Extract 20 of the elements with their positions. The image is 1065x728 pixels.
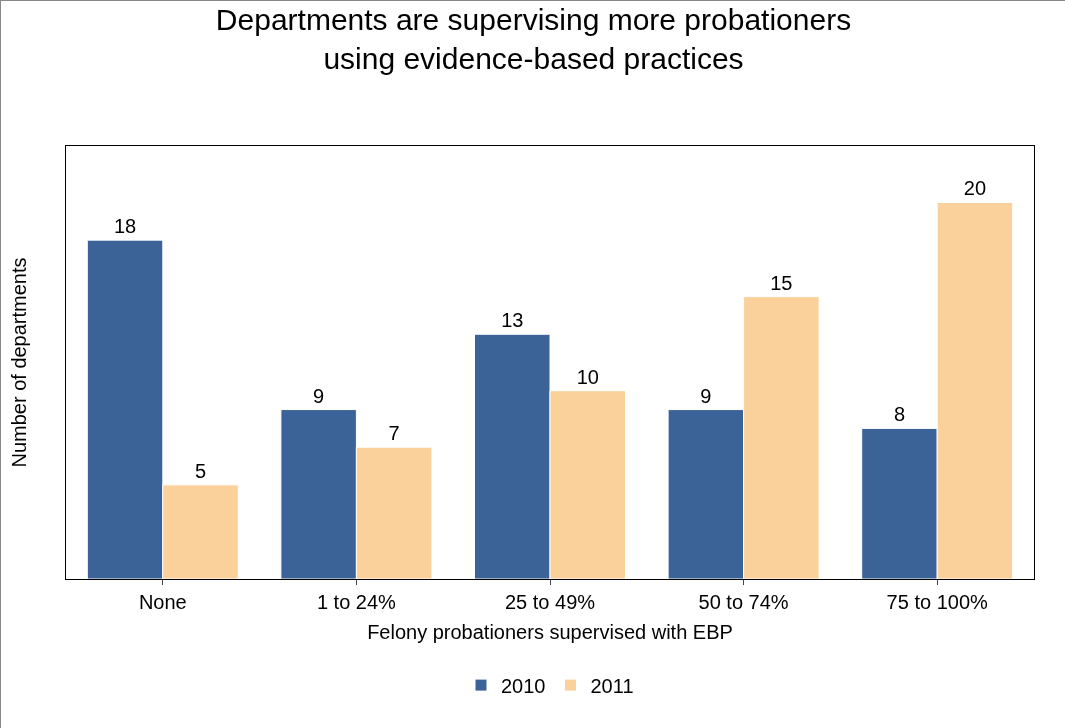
- x-axis-title: Felony probationers supervised with EBP: [367, 620, 733, 643]
- legend-label: 2010: [501, 674, 546, 697]
- x-tick-label: None: [138, 591, 187, 613]
- data-label: 9: [313, 384, 325, 407]
- x-tick-label: 50 to 74%: [698, 591, 789, 613]
- data-label: 15: [770, 271, 793, 294]
- chart-title: Departments are supervising more probationers using evidence-based practices: [215, 3, 852, 76]
- x-tick-label: 75 to 100%: [886, 591, 989, 613]
- data-label: 10: [576, 365, 599, 388]
- data-label: 18: [113, 215, 137, 238]
- x-tick-label: 25 to 49%: [504, 591, 596, 613]
- data-label: 5: [194, 459, 207, 482]
- x-tick-label: 1 to 24%: [316, 591, 397, 613]
- legend-label: 2011: [590, 674, 634, 697]
- data-label: 7: [388, 422, 400, 445]
- y-axis-title: Number of departments: [8, 257, 30, 468]
- data-label: 8: [893, 403, 906, 426]
- data-label: 20: [963, 177, 987, 200]
- data-label: 13: [501, 309, 524, 332]
- data-label: 9: [700, 384, 712, 407]
